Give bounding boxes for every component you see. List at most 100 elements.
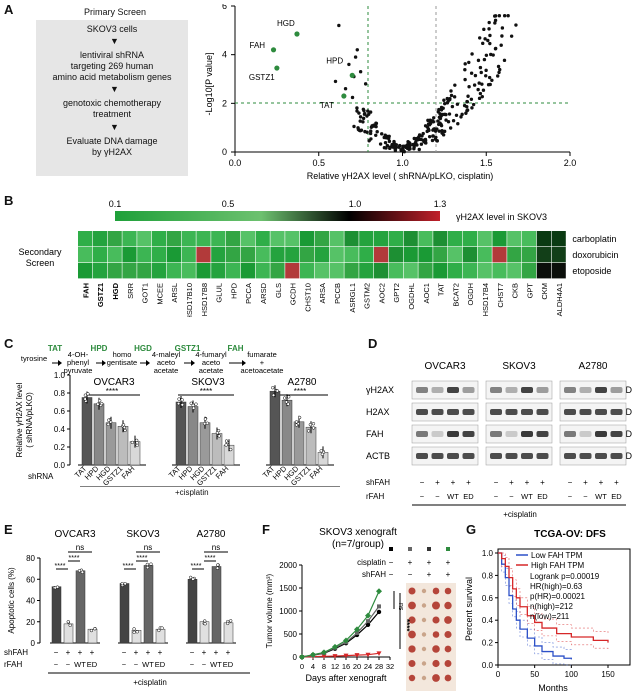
shfah-value: +	[146, 648, 151, 657]
blot-band	[416, 453, 428, 459]
rfah-value: ED	[155, 660, 166, 669]
enzyme-label: TAT	[48, 344, 62, 353]
bar	[143, 565, 154, 644]
data-point	[123, 428, 127, 433]
scatter-point	[482, 57, 487, 62]
xenograft-chart: SKOV3 xenograft(n=7/group) 0 500 1000 1500 20…	[265, 527, 456, 691]
scatter-point	[483, 37, 487, 41]
shfah-value: +	[599, 478, 604, 487]
heatmap-cell	[226, 247, 241, 263]
e-ytick-label: 40	[26, 597, 35, 606]
stat-label: HR(high)=0.63	[530, 582, 583, 591]
scatter-point	[478, 65, 483, 70]
panel-label-b: B	[4, 193, 14, 208]
heatmap: 0.1 0.5 1.0 1.3 γH2AX level in SKOV3 Second…	[18, 199, 618, 317]
flow-title: Primary Screen	[83, 7, 146, 17]
rfah-value: ED	[611, 492, 622, 501]
scatter-point	[370, 124, 374, 128]
data-point	[354, 653, 360, 658]
pathway-metabolite: homo gentisate	[107, 350, 137, 367]
heatmap-cell	[78, 263, 93, 279]
flow-step-4: Evaluate DNA damage by γH2AX	[66, 136, 158, 157]
scatter-point	[502, 14, 507, 18]
highlighted-point	[274, 65, 280, 71]
data-point	[83, 397, 87, 401]
heatmap-cell	[285, 231, 300, 247]
volcano-xtick-label: 1.0	[396, 158, 409, 168]
heatmap-cell	[300, 247, 315, 263]
scatter-point	[365, 130, 369, 134]
g-ytick-label: 0.2	[482, 639, 494, 648]
f-ytick-label: 500	[284, 630, 298, 639]
scale-tick: 1.3	[434, 199, 447, 209]
data-point	[294, 420, 299, 424]
volcano-xlabel: Relative γH2AX level ( shRNA/pLKO, cispl…	[307, 171, 494, 181]
scatter-point	[414, 138, 419, 142]
ci-line	[498, 552, 609, 634]
pathway-metabolite-line: pyruvate	[64, 366, 93, 375]
heatmap-cell	[374, 231, 389, 247]
blot-band	[521, 409, 533, 415]
volcano-ylabel: -Log10[P value]	[204, 53, 214, 116]
sig-label: ****	[205, 555, 216, 562]
pathway-metabolite-line: gentisate	[107, 358, 137, 367]
scatter-point	[482, 27, 486, 32]
heatmap-cell	[226, 263, 241, 279]
tumor-sample	[444, 601, 452, 610]
data-point	[100, 401, 104, 406]
scale-tick: 1.0	[349, 199, 362, 209]
shfah-value: +	[427, 570, 432, 579]
shfah-value: +	[509, 478, 514, 487]
blot-frame	[411, 402, 479, 422]
scatter-point	[439, 105, 444, 110]
rfah-value: ED	[463, 492, 474, 501]
blot-band	[564, 431, 576, 437]
g-title: TCGA-OV: DFS	[534, 529, 606, 540]
tumor-sample	[421, 675, 427, 681]
gene-label: PCCA	[244, 283, 253, 304]
scatter-point	[476, 87, 480, 92]
blot-band	[610, 409, 623, 415]
blot-band	[447, 387, 459, 393]
bar	[211, 566, 222, 644]
data-point	[376, 651, 382, 656]
blot-band	[595, 431, 607, 437]
pathway-metabolite: 4-OH-phenyl pyruvate	[64, 350, 93, 375]
scatter-point	[481, 88, 486, 92]
bar	[293, 421, 305, 466]
heatmap-cell	[551, 247, 566, 263]
arrow-icon: ▼	[110, 84, 119, 94]
rfah-value: WT	[447, 492, 459, 501]
scatter-point	[430, 119, 435, 123]
gene-label: HGD	[111, 282, 120, 299]
blot-band	[447, 409, 459, 415]
heatmap-cell	[152, 247, 167, 263]
cisplatin-value: −	[389, 558, 394, 567]
blot-band	[462, 453, 475, 459]
blot-frame	[411, 424, 479, 444]
bar	[223, 622, 234, 644]
pathway-metabolite-line: homo	[113, 350, 132, 359]
data-point	[194, 402, 198, 406]
ns-label: ns	[212, 543, 220, 552]
blot-band	[610, 387, 623, 393]
c-group-label: OVCAR3	[93, 377, 135, 388]
c-ylabel-line: ( shRNA/pLKO)	[25, 392, 34, 448]
gene-label: GPT2	[392, 283, 401, 303]
pathway-metabolite-line: fumarate	[247, 350, 277, 359]
heatmap-cell	[255, 247, 270, 263]
c-ytick-label: 0.0	[54, 461, 66, 470]
scatter-point	[500, 26, 505, 30]
data-point	[332, 654, 338, 659]
enzyme-label: HGD	[134, 344, 152, 353]
g-xlabel: Months	[538, 683, 568, 693]
flow-box: SKOV3 cells ▼ lentiviral shRNA targeting…	[36, 20, 188, 176]
scatter-point	[439, 122, 443, 127]
heatmap-cell	[359, 263, 374, 279]
data-point	[135, 441, 139, 445]
gene-label: MCEE	[155, 283, 164, 305]
g-xtick-label: 150	[601, 670, 615, 679]
point-label: HGD	[277, 19, 295, 28]
data-point	[93, 627, 97, 631]
blot-frame	[559, 380, 627, 400]
